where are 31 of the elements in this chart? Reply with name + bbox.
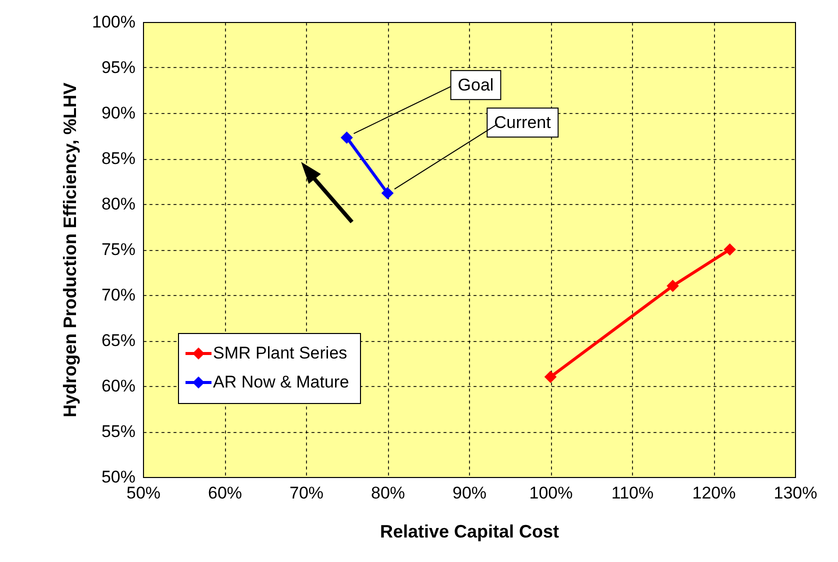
legend-label: SMR Plant Series (213, 344, 348, 362)
y-tick-label: 95% (101, 58, 136, 77)
y-tick-label: 65% (101, 331, 136, 350)
point (544, 370, 557, 384)
y-tick-label: 60% (101, 376, 136, 396)
y-tick-label: 70% (101, 286, 136, 304)
y-axis-title: Hydrogen Production Efficiency, %LHV (60, 82, 80, 418)
x-tick-label: 110% (611, 484, 654, 502)
x-tick-label: 50% (126, 484, 161, 502)
x-axis-title: Relative Capital Cost (380, 522, 560, 542)
y-tick-label: 75% (101, 240, 136, 259)
point (724, 243, 736, 256)
x-tick-label: 70% (289, 484, 324, 502)
y-tick-label: 100% (92, 12, 136, 32)
y-tick-label: 85% (101, 149, 136, 168)
x-tick-label: 60% (208, 484, 242, 502)
point (666, 280, 679, 292)
y-tick-label: 55% (101, 422, 136, 441)
point (340, 131, 353, 144)
legend-label: AR Now & Mature (213, 372, 350, 392)
x-tick-label: 100% (529, 484, 573, 502)
y-tick-label: 80% (101, 194, 136, 214)
x-tick-label: 120% (692, 484, 736, 502)
y-tick-label: 50% (101, 468, 136, 486)
point (381, 186, 394, 200)
annotation: Current (494, 113, 552, 132)
x-tick-label: 80% (370, 484, 406, 502)
annotation: Goal (458, 76, 494, 95)
y-tick-label: 90% (101, 104, 136, 122)
x-tick-label: 90% (452, 484, 487, 502)
x-tick-label: 130% (774, 484, 818, 502)
